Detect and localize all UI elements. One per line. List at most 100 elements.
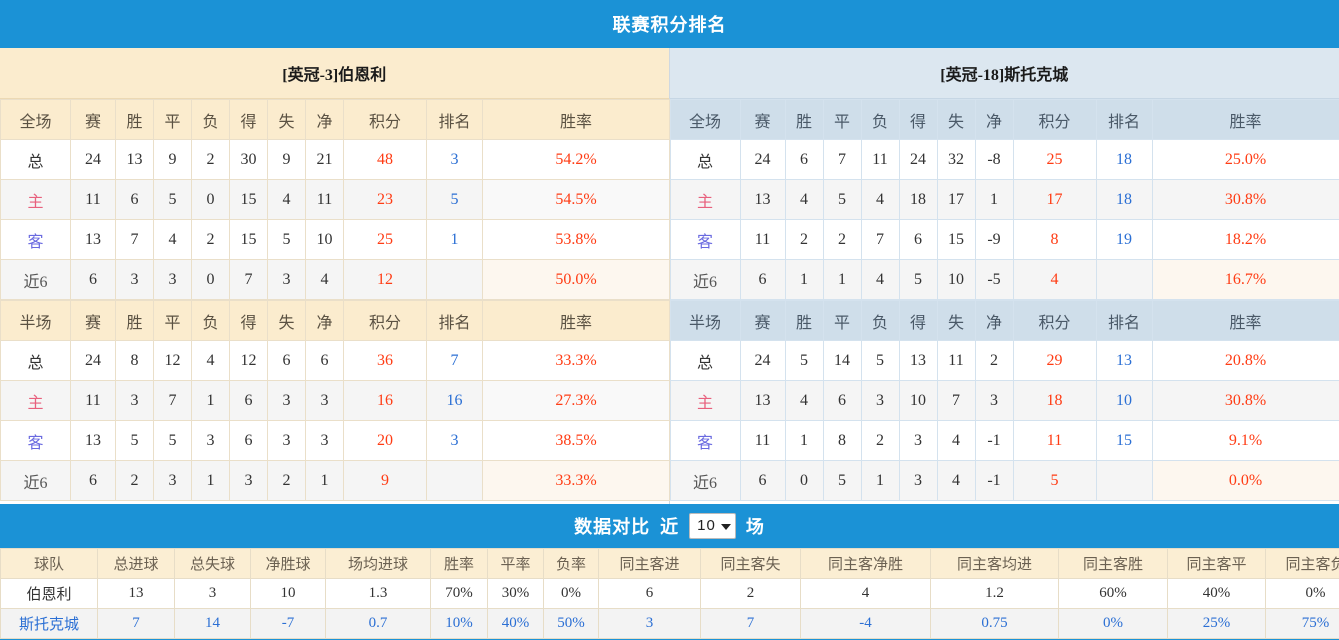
cell-win: 2	[784, 219, 824, 260]
cell-rank: 15	[1095, 420, 1153, 461]
cell-loss: 0	[191, 259, 230, 300]
team-title-left: [英冠-3]伯恩利	[0, 48, 669, 99]
cell-rank	[426, 259, 483, 300]
cell-ga: 4	[936, 460, 976, 501]
cell-ga: 2	[267, 460, 306, 501]
col-header-ga: 失	[936, 99, 976, 140]
col-header-gf: 得	[229, 300, 268, 341]
col-header-loss: 负	[860, 300, 900, 341]
cell-ga: 32	[936, 139, 976, 180]
cell-win: 13	[115, 139, 154, 180]
table-row: 总 24 8 12 4 12 6 6 36 7 33.3%	[0, 340, 670, 381]
cell-rank: 7	[426, 340, 483, 381]
cell-gf: 6	[229, 420, 268, 461]
col-header-winrate: 胜率	[1151, 300, 1339, 341]
team-panel-right: [英冠-18]斯托克城 全场 赛 胜 平 负 得 失 净 积分 排名	[669, 48, 1339, 504]
cell-loss: 4	[860, 179, 900, 220]
cell-played: 24	[739, 139, 786, 180]
col-header-sameside-diff: 同主客净胜	[800, 548, 931, 579]
table-header-row: 半场 赛 胜 平 负 得 失 净 积分 排名 胜率	[0, 300, 670, 341]
compare-near-label: 近	[660, 517, 680, 537]
cell-gf: 30	[229, 139, 268, 180]
cell-sameside-conceded: 2	[700, 578, 801, 609]
cell-played: 24	[70, 340, 116, 381]
cell-winrate: 18.2%	[1151, 219, 1339, 260]
col-header-rank: 排名	[1095, 99, 1153, 140]
cell-total-goals: 7	[97, 608, 175, 639]
table-row: 客 11 1 8 2 3 4 -1 11 15 9.1%	[669, 420, 1339, 461]
cell-gf: 15	[229, 179, 268, 220]
cell-rank: 13	[1095, 340, 1153, 381]
table-header-row: 全场 赛 胜 平 负 得 失 净 积分 排名 胜率	[0, 99, 670, 140]
cell-points: 18	[1012, 380, 1097, 421]
cell-loss: 3	[191, 420, 230, 461]
cell-sameside-avg: 0.75	[930, 608, 1059, 639]
cell-ga: 11	[936, 340, 976, 381]
cell-played: 6	[70, 259, 116, 300]
cell-played: 13	[70, 219, 116, 260]
cell-points: 23	[343, 179, 427, 220]
col-header-gf: 得	[898, 99, 938, 140]
cell-team-name: 伯恩利	[0, 578, 98, 609]
col-header-gd: 净	[305, 300, 344, 341]
cell-gd: 1	[974, 179, 1014, 220]
cell-points: 4	[1012, 259, 1097, 300]
cell-winrate: 38.5%	[482, 420, 670, 461]
cell-ga: 15	[936, 219, 976, 260]
cell-draw: 8	[822, 420, 862, 461]
cell-rank	[1095, 460, 1153, 501]
cell-gf: 7	[229, 259, 268, 300]
cell-draw: 3	[153, 460, 192, 501]
col-header-win: 胜	[784, 99, 824, 140]
cell-draw-pct: 40%	[487, 608, 544, 639]
cell-gf: 5	[898, 259, 938, 300]
cell-loss: 0	[191, 179, 230, 220]
stat-table-left-fulltime: 全场 赛 胜 平 负 得 失 净 积分 排名 胜率 总	[0, 99, 670, 300]
cell-played: 11	[70, 179, 116, 220]
cell-points: 5	[1012, 460, 1097, 501]
row-label: 主	[0, 380, 71, 421]
cell-gd: 2	[974, 340, 1014, 381]
col-header-rank: 排名	[1095, 300, 1153, 341]
table-row: 主 11 3 7 1 6 3 3 16 16 27.3%	[0, 380, 670, 421]
col-header-draw: 平	[153, 300, 192, 341]
row-label: 总	[669, 139, 741, 180]
cell-loss: 3	[860, 380, 900, 421]
col-header-played: 赛	[70, 300, 116, 341]
cell-goal-diff: -7	[250, 608, 326, 639]
cell-total-conceded: 3	[174, 578, 251, 609]
cell-points: 11	[1012, 420, 1097, 461]
cell-ga: 4	[936, 420, 976, 461]
cell-gf: 18	[898, 179, 938, 220]
cell-draw-pct: 30%	[487, 578, 544, 609]
row-label: 总	[0, 139, 71, 180]
match-count-select[interactable]: 10	[689, 513, 736, 539]
cell-win: 6	[784, 139, 824, 180]
cell-rank: 5	[426, 179, 483, 220]
cell-win-pct: 70%	[430, 578, 488, 609]
cell-gd: 11	[305, 179, 344, 220]
cell-played: 11	[70, 380, 116, 421]
cell-played: 11	[739, 219, 786, 260]
table-row: 近6 6 2 3 1 3 2 1 9 33.3%	[0, 460, 670, 501]
compare-table-wrap: 球队 总进球 总失球 净胜球 场均进球 胜率 平率 负率 同主客进 同主客失 同…	[0, 548, 1339, 640]
cell-sameside-win: 0%	[1058, 608, 1168, 639]
col-header-points: 积分	[343, 300, 427, 341]
cell-gf: 15	[229, 219, 268, 260]
cell-gd: -1	[974, 420, 1014, 461]
col-header-ga: 失	[936, 300, 976, 341]
table-row: 主 11 6 5 0 15 4 11 23 5 54.5%	[0, 179, 670, 220]
cell-points: 16	[343, 380, 427, 421]
col-header-sameside-draw: 同主客平	[1167, 548, 1266, 579]
stat-table-right-halftime: 半场 赛 胜 平 负 得 失 净 积分 排名 胜率 总	[669, 300, 1339, 501]
cell-goal-diff: 10	[250, 578, 326, 609]
col-header-played: 赛	[739, 300, 786, 341]
cell-sameside-goals: 3	[598, 608, 701, 639]
team-panel-left: [英冠-3]伯恩利 全场 赛 胜 平 负 得 失 净 积分 排名	[0, 48, 670, 504]
cell-win: 0	[784, 460, 824, 501]
cell-winrate: 50.0%	[482, 259, 670, 300]
cell-played: 6	[70, 460, 116, 501]
col-header-win-pct: 胜率	[430, 548, 488, 579]
col-header-loss-pct: 负率	[543, 548, 599, 579]
cell-rank: 10	[1095, 380, 1153, 421]
